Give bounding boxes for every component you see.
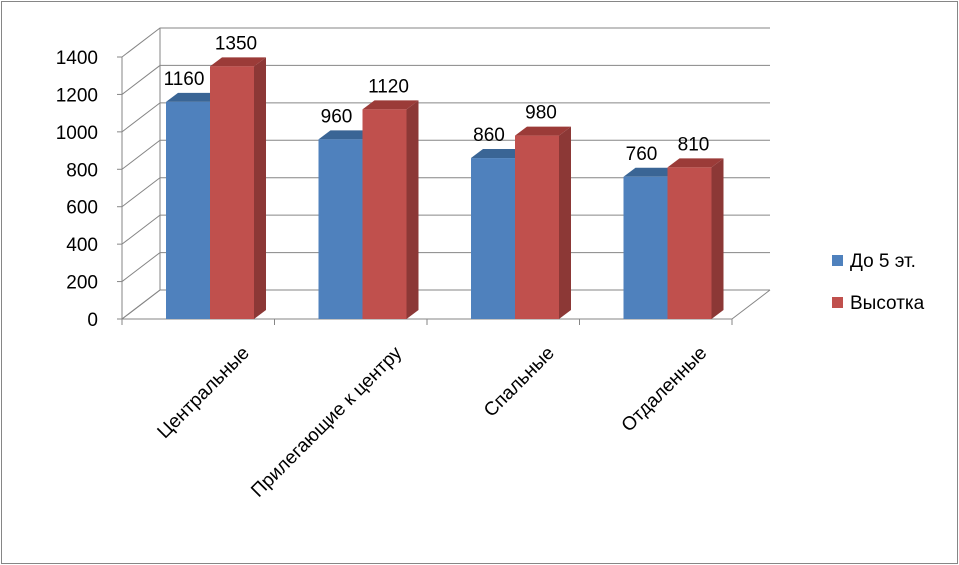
bar-front <box>667 167 712 319</box>
bar-side <box>254 57 266 319</box>
y-tick-label: 1400 <box>56 48 98 69</box>
legend: До 5 эт. Высотка <box>832 251 925 314</box>
gridline <box>121 27 770 58</box>
y-tick-label: 800 <box>66 160 98 181</box>
y-tick-label: 0 <box>87 310 98 331</box>
legend-label: Высотка <box>850 293 925 314</box>
bar <box>515 126 571 319</box>
bar-top <box>623 167 680 177</box>
data-label: 760 <box>626 144 658 165</box>
data-label: 1120 <box>368 76 409 97</box>
bar-front <box>623 176 668 319</box>
y-tick-label: 1200 <box>56 85 98 106</box>
side-wall-edge <box>121 28 161 320</box>
category-label: Отдаленные <box>618 343 712 437</box>
bar-top <box>515 126 571 136</box>
legend-item: До 5 эт. <box>832 251 916 272</box>
bar-top <box>166 92 222 102</box>
bar <box>362 100 419 320</box>
bar <box>210 57 266 319</box>
bar-top <box>362 100 419 110</box>
data-label: 980 <box>525 103 557 124</box>
bar-front <box>210 66 254 319</box>
bar-top <box>667 158 724 168</box>
y-tick-labels: 0 200 400 600 800 1000 1200 1400 <box>56 48 98 331</box>
bar-front <box>362 109 407 320</box>
bar-front <box>515 135 559 319</box>
data-labels: 1160 1350 960 1120 860 980 760 810 <box>164 33 710 164</box>
bar-front <box>318 139 363 319</box>
bar <box>667 158 724 319</box>
data-label: 860 <box>473 125 505 146</box>
y-tick-label: 200 <box>66 273 98 294</box>
y-tick-label: 1000 <box>56 123 98 144</box>
bar-side <box>711 158 724 319</box>
legend-item: Высотка <box>832 293 925 314</box>
bars <box>166 57 724 320</box>
y-tick-label: 400 <box>66 235 98 256</box>
data-label: 960 <box>321 106 353 127</box>
category-label: Прилегающие к центру <box>247 342 406 501</box>
legend-label: До 5 эт. <box>850 251 916 272</box>
category-label: Центральные <box>154 343 254 443</box>
data-label: 1160 <box>164 69 205 90</box>
category-label: Спальные <box>480 343 559 422</box>
bar-top <box>318 130 375 140</box>
legend-swatch <box>832 297 843 308</box>
bar-top <box>210 57 266 67</box>
floor-right-edge <box>731 289 771 320</box>
data-label: 810 <box>678 134 710 155</box>
bar-side <box>406 100 419 320</box>
legend-swatch <box>832 255 843 266</box>
gridline <box>121 64 770 95</box>
y-tick-label: 600 <box>66 198 98 219</box>
bar-side <box>559 126 571 319</box>
data-label: 1350 <box>215 33 257 54</box>
bar-front <box>471 158 515 319</box>
bar-top <box>471 149 527 159</box>
bar-front <box>166 101 210 320</box>
gridline <box>121 102 770 133</box>
